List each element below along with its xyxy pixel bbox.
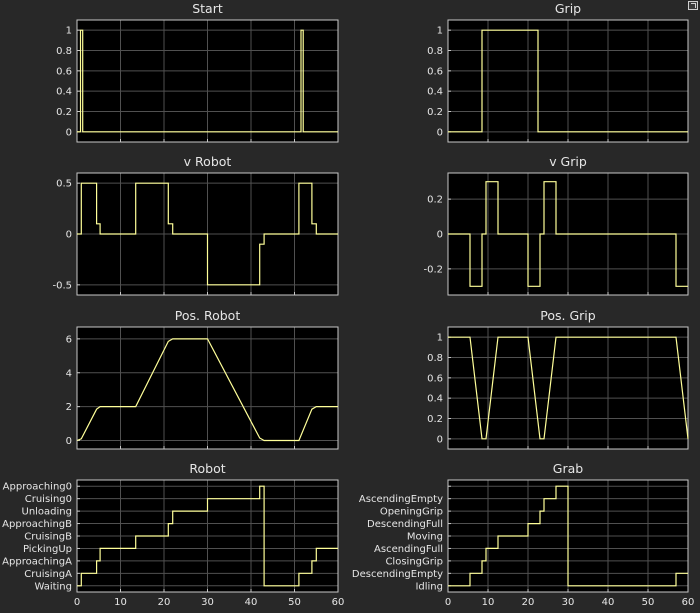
series-line (77, 182, 338, 286)
x-tick-label: 10 (482, 597, 495, 608)
subplot-title: Robot (189, 461, 225, 476)
y-tick-label: 0.6 (427, 373, 443, 384)
y-tick-label: 4 (66, 368, 72, 379)
y-tick-label: 0 (437, 434, 443, 445)
y-tick-label: 0 (66, 436, 72, 447)
y-tick-label: 1 (437, 26, 443, 37)
series-line (77, 485, 338, 587)
subplot-3: v Robot -0.5 0 0.5 (52, 154, 339, 296)
subplot-5: Pos. Robot 0 2 4 6 (66, 308, 339, 450)
series-line (448, 336, 689, 440)
x-tick-label: 0 (445, 597, 451, 608)
y-tick-label: Cruising0 (25, 494, 72, 505)
x-tick-label: 40 (602, 597, 615, 608)
expand-icon[interactable] (688, 1, 698, 10)
y-tick-label: Approaching0 (3, 482, 72, 493)
y-tick-label: 1 (66, 26, 72, 37)
x-tick-label: 20 (158, 597, 171, 608)
y-tick-label: 0.2 (56, 107, 72, 118)
y-tick-label: 0.4 (56, 87, 72, 98)
subplot-title: v Robot (184, 154, 232, 169)
y-tick-label: 6 (66, 334, 72, 345)
subplot-title: Pos. Grip (540, 308, 595, 323)
subplot-2: Grip 0 0.2 0.4 0.6 0.8 1 (427, 1, 689, 143)
y-tick-label: AscendingFull (374, 544, 443, 555)
y-tick-label: Unloading (22, 507, 73, 518)
y-tick-label: 0 (66, 127, 72, 138)
x-tick-label: 50 (642, 597, 655, 608)
y-tick-label: 0 (66, 230, 72, 241)
y-tick-label: 0.2 (427, 107, 443, 118)
y-tick-label: 2 (66, 402, 72, 413)
subplot-1: Start 0 0.2 0.4 0.6 0.8 1 (56, 1, 339, 143)
y-tick-label: AscendingEmpty (359, 494, 443, 505)
y-tick-label: ApproachingA (2, 556, 72, 567)
y-tick-label: 0.6 (427, 66, 443, 77)
x-tick-label: 10 (114, 597, 127, 608)
y-tick-label: Idling (415, 581, 443, 592)
series-line (448, 29, 688, 133)
y-tick-label: 0.5 (56, 179, 72, 190)
y-tick-label: 0.8 (427, 46, 443, 57)
y-tick-label: -0.2 (423, 264, 443, 275)
y-tick-label: 0 (437, 230, 443, 241)
x-tick-label: 60 (332, 597, 345, 608)
y-tick-label: 0 (437, 127, 443, 138)
y-tick-label: ClosingGrip (385, 556, 443, 567)
x-tick-label: 40 (245, 597, 258, 608)
y-tick-label: OpeningGrip (380, 507, 443, 518)
subplot-4: v Grip -0.2 0 0.2 (423, 154, 689, 296)
x-tick-label: 60 (682, 597, 695, 608)
y-tick-label: CruisingB (24, 532, 72, 543)
y-tick-label: -0.5 (52, 280, 72, 291)
series-line (77, 29, 338, 133)
series-line (448, 485, 688, 587)
y-tick-label: Waiting (34, 581, 72, 592)
y-tick-label: DescendingEmpty (352, 569, 443, 580)
y-tick-label: Moving (407, 532, 443, 543)
y-tick-label: 0.2 (427, 195, 443, 206)
y-tick-label: 0.8 (427, 353, 443, 364)
y-tick-label: 1 (437, 333, 443, 344)
y-tick-label: 0.8 (56, 46, 72, 57)
y-tick-label: 0.4 (427, 394, 443, 405)
y-tick-label: ApproachingB (2, 519, 72, 530)
series-line (76, 338, 338, 442)
subplot-title: Grab (553, 461, 583, 476)
y-tick-label: DescendingFull (367, 519, 443, 530)
x-tick-label: 0 (74, 597, 80, 608)
subplot-title: Pos. Robot (175, 308, 241, 323)
subplot-8: GrabIdlingDescendingEmptyClosingGripAsce… (352, 461, 694, 608)
y-tick-label: 0.2 (427, 414, 443, 425)
y-tick-label: 0.4 (427, 87, 443, 98)
x-tick-label: 30 (201, 597, 214, 608)
subplot-title: Grip (555, 1, 581, 16)
y-tick-label: CruisingA (24, 569, 72, 580)
subplot-title: Start (192, 1, 223, 16)
y-tick-label: 0.6 (56, 66, 72, 77)
subplot-title: v Grip (549, 154, 587, 169)
x-tick-label: 30 (562, 597, 575, 608)
x-tick-label: 20 (522, 597, 535, 608)
x-tick-label: 50 (288, 597, 301, 608)
subplot-6: Pos. Grip 0 0.2 0.4 0.6 0.8 1 (427, 308, 689, 450)
y-tick-label: PickingUp (23, 544, 72, 555)
series-line (448, 181, 688, 287)
